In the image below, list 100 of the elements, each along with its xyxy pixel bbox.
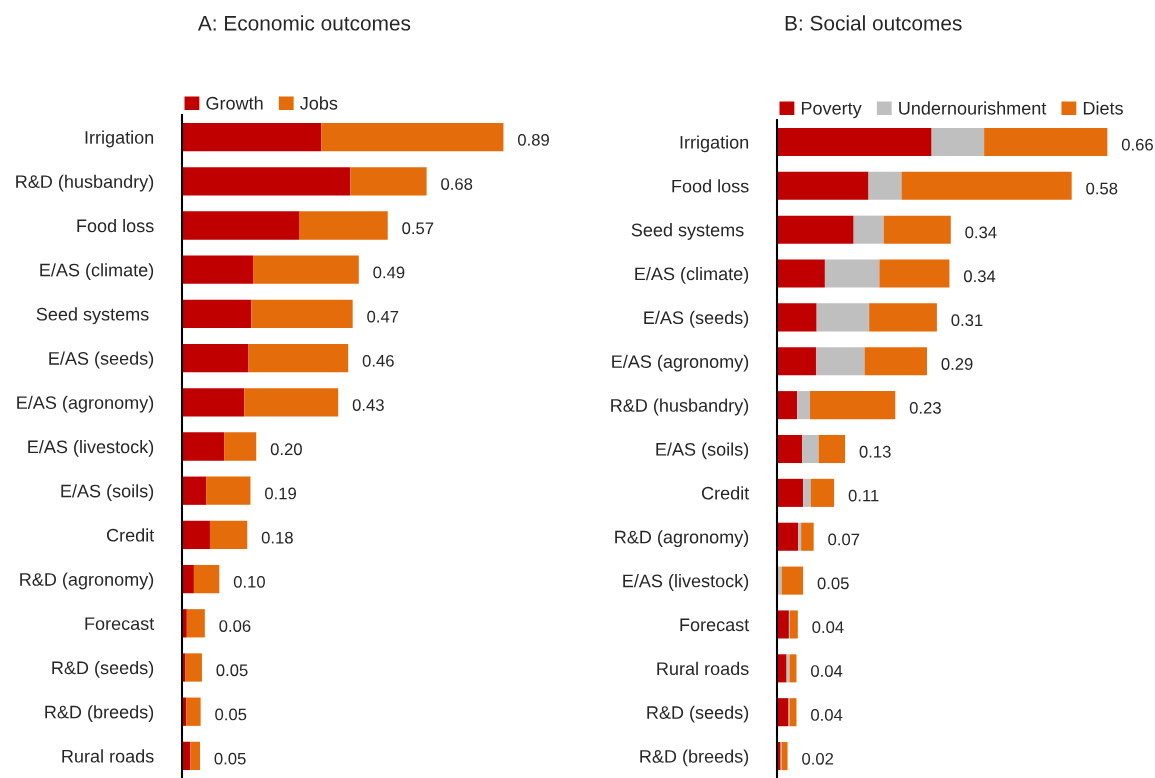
bar	[248, 343, 349, 373]
bar	[815, 347, 865, 376]
bar	[777, 215, 854, 244]
y-tick-label: E/AS (livestock)	[623, 574, 749, 591]
bar	[186, 609, 205, 638]
legend-label: Growth	[206, 96, 263, 110]
bar	[777, 434, 803, 464]
annotation: 0.31	[951, 314, 983, 327]
y-tick-label: Food loss	[672, 179, 749, 193]
y-tick-label: Forecast	[85, 617, 155, 631]
annotation: 0.29	[941, 358, 973, 370]
y-tick-label: R&D (agronomy)	[615, 530, 749, 548]
bar	[803, 478, 811, 507]
bar	[182, 167, 351, 196]
annotation: 0.06	[219, 620, 251, 632]
annotation: 0.05	[817, 577, 849, 590]
bar	[801, 522, 814, 551]
bar	[777, 347, 816, 376]
y-tick-label: Rural roads	[657, 661, 749, 676]
annotation: 0.04	[811, 709, 843, 721]
bar	[244, 388, 339, 417]
bar	[853, 215, 884, 244]
legend-label: Poverty	[801, 102, 862, 119]
y-tick-label: E/AS (agronomy)	[17, 395, 154, 413]
y-tick-label: Forecast	[680, 618, 750, 632]
annotation: 0.58	[1086, 182, 1118, 195]
y-tick-label: R&D (agronomy)	[20, 572, 154, 590]
annotation: 0.43	[352, 399, 384, 411]
bar	[190, 741, 200, 771]
annotation: 0.05	[216, 664, 248, 677]
bar	[901, 171, 1072, 200]
bar	[777, 522, 799, 551]
bar	[824, 259, 880, 288]
y-tick-label: Credit	[106, 528, 155, 542]
bar	[777, 478, 804, 507]
y-tick-label: Seed systems	[631, 223, 744, 240]
annotation: 0.49	[373, 266, 405, 279]
y-tick-label: R&D (husbandry)	[16, 174, 154, 192]
annotation: 0.07	[828, 533, 860, 546]
legend-label: Diets	[1083, 101, 1123, 115]
annotation: 0.11	[848, 489, 879, 502]
bar	[816, 303, 870, 332]
bar	[786, 654, 790, 683]
bar	[253, 255, 359, 284]
bar	[777, 654, 787, 683]
y-tick-label: Irrigation	[85, 130, 154, 148]
legend-label: Jobs	[300, 96, 338, 110]
bar	[879, 259, 950, 288]
y-tick-label: Rural roads	[62, 749, 154, 763]
bar	[185, 653, 202, 682]
bar	[818, 434, 846, 464]
annotation: 0.46	[362, 354, 394, 367]
chart-title: A: Economic outcomes	[197, 15, 411, 31]
annotation: 0.05	[215, 708, 247, 721]
y-tick-label: Food loss	[77, 218, 154, 233]
annotation: 0.47	[367, 310, 399, 323]
bar	[984, 127, 1108, 156]
y-tick-label: E/AS (seeds)	[49, 351, 154, 369]
y-tick-label: R&D (seeds)	[52, 660, 154, 678]
bar	[777, 127, 932, 156]
y-tick-label: Credit	[701, 486, 750, 500]
annotation: 0.18	[261, 531, 293, 544]
bar	[321, 122, 504, 152]
bar	[931, 127, 985, 156]
bar	[869, 303, 937, 332]
annotation: 0.66	[1121, 138, 1153, 151]
annotation: 0.34	[965, 226, 997, 239]
bar	[186, 697, 201, 726]
annotation: 0.04	[812, 621, 844, 634]
annotation: 0.20	[270, 443, 302, 456]
chart-title: B: Social outcomes	[785, 15, 962, 31]
y-tick-label: R&D (breeds)	[640, 749, 749, 767]
y-tick-label: R&D (seeds)	[647, 705, 749, 723]
bar	[193, 564, 220, 594]
legend-label: Undernourishment	[899, 101, 1047, 115]
bar	[781, 566, 804, 595]
annotation: 0.57	[402, 222, 434, 235]
y-tick-label: R&D (breeds)	[45, 705, 154, 722]
bar	[883, 215, 951, 244]
y-tick-label: Irrigation	[680, 135, 749, 153]
annotation: 0.68	[441, 178, 473, 190]
annotation: 0.10	[233, 575, 265, 588]
bar	[777, 259, 825, 288]
annotation: 0.02	[802, 752, 834, 765]
bar	[777, 698, 789, 727]
annotation: 0.34	[963, 270, 996, 283]
bar	[777, 171, 869, 200]
bar	[182, 476, 207, 505]
bar	[797, 391, 811, 420]
y-tick-label: E/AS (seeds)	[644, 310, 749, 328]
bar	[350, 167, 427, 196]
annotation: 0.23	[909, 401, 941, 414]
annotation: 0.19	[265, 487, 296, 500]
bar	[777, 610, 789, 639]
y-tick-label: E/AS (climate)	[635, 266, 749, 284]
y-tick-label: E/AS (climate)	[40, 263, 154, 280]
annotation: 0.13	[859, 445, 891, 458]
bar	[182, 520, 210, 550]
y-tick-label: E/AS (livestock)	[28, 439, 154, 457]
bar	[864, 347, 927, 376]
